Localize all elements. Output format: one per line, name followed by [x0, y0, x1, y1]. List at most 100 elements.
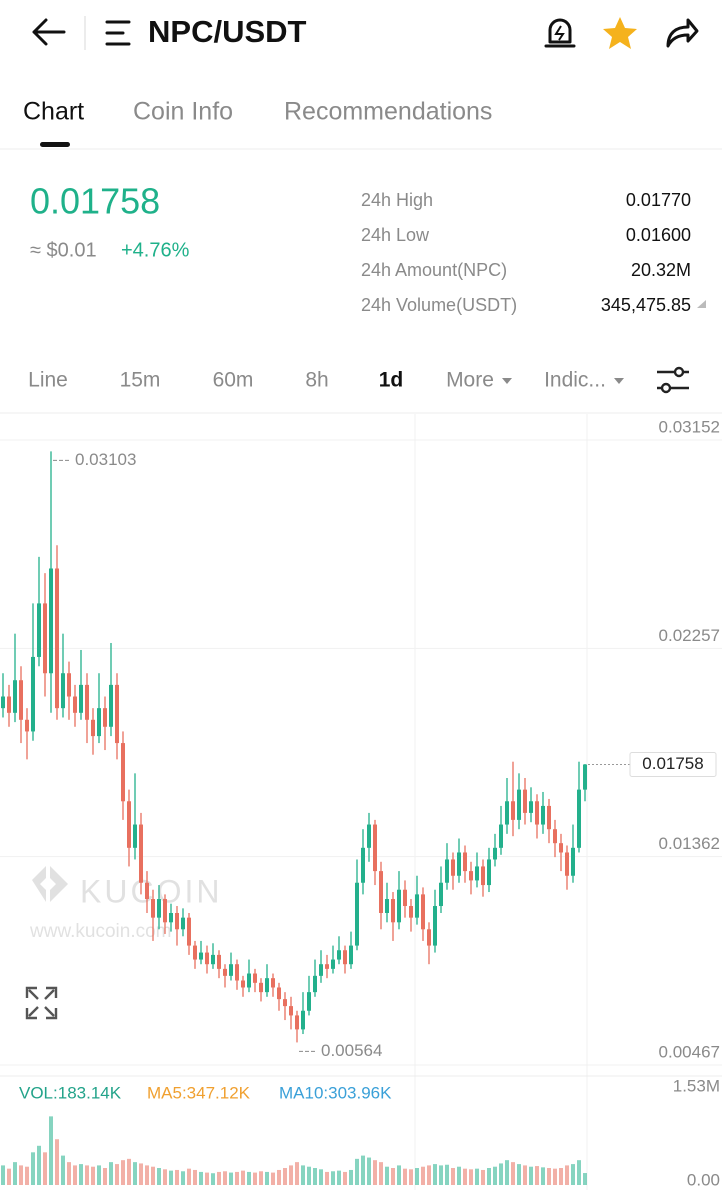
- candle-body: [325, 964, 329, 969]
- candle-body: [247, 973, 251, 988]
- volume-bar: [109, 1162, 113, 1185]
- fiat-price: ≈ $0.01: [30, 239, 97, 261]
- volume-bar: [217, 1171, 221, 1185]
- candle-body: [571, 847, 575, 876]
- volume-bar: [205, 1172, 209, 1185]
- volume-bar: [391, 1168, 395, 1185]
- alert-button[interactable]: [544, 18, 576, 48]
- candle-body: [361, 847, 365, 883]
- candle-body: [583, 764, 587, 790]
- price-change: +4.76%: [121, 239, 190, 261]
- volume-bar: [223, 1171, 227, 1185]
- candle-body: [115, 684, 119, 744]
- back-button[interactable]: [32, 18, 66, 46]
- candle-body: [505, 801, 509, 825]
- candle-body: [139, 824, 143, 883]
- candle-body: [217, 954, 221, 969]
- volume-tick-label: 1.53M: [673, 1076, 720, 1095]
- interval-option[interactable]: 8h: [305, 369, 328, 392]
- candle-body: [397, 889, 401, 923]
- volume-bar: [505, 1160, 509, 1185]
- candle-body: [463, 852, 467, 872]
- volume-bar: [307, 1166, 311, 1185]
- y-tick-label: 0.02257: [659, 626, 720, 645]
- watermark-text: KUCOIN: [80, 873, 222, 909]
- candle-body: [301, 1010, 305, 1030]
- volume-bar: [547, 1168, 551, 1185]
- volume-bar: [127, 1158, 131, 1185]
- candle-body: [559, 843, 563, 853]
- volume-bar: [85, 1165, 89, 1185]
- volume-bar: [481, 1169, 485, 1185]
- volume-bar: [67, 1162, 71, 1185]
- watermark-text: www.kucoin.com: [29, 921, 172, 942]
- volume-bar: [577, 1160, 581, 1185]
- candle-body: [469, 871, 473, 881]
- volume-bar: [31, 1152, 35, 1185]
- volume-bar: [397, 1165, 401, 1185]
- candle-body: [331, 959, 335, 969]
- volume-bar: [511, 1162, 515, 1185]
- volume-bar: [325, 1171, 329, 1185]
- tab[interactable]: Coin Info: [133, 98, 233, 126]
- dropdown-arrow: [614, 378, 624, 384]
- volume-bar: [79, 1164, 83, 1185]
- candle-body: [151, 899, 155, 918]
- candle-body: [31, 656, 35, 732]
- fullscreen-button[interactable]: [25, 986, 58, 1020]
- interval-option[interactable]: 1d: [379, 369, 404, 392]
- candle-body: [403, 889, 407, 907]
- tab[interactable]: Chart: [23, 98, 84, 126]
- interval-option[interactable]: 15m: [120, 369, 161, 392]
- favorite-star[interactable]: [603, 17, 637, 49]
- volume-bar: [7, 1168, 11, 1185]
- interval-option[interactable]: More: [446, 369, 494, 392]
- candle-body: [73, 696, 77, 713]
- volume-bar: [289, 1165, 293, 1185]
- interval-option[interactable]: 60m: [213, 369, 254, 392]
- candle-body: [391, 899, 395, 923]
- volume-bar: [529, 1166, 533, 1185]
- volume-bar: [181, 1171, 185, 1185]
- interval-option[interactable]: Indic...: [544, 369, 606, 392]
- volume-bar: [361, 1155, 365, 1185]
- candle-body: [277, 987, 281, 1000]
- tab[interactable]: Recommendations: [284, 98, 492, 126]
- candle-body: [187, 917, 191, 946]
- candle-body: [49, 568, 53, 674]
- stat-label: 24h Low: [361, 225, 430, 245]
- candle-body: [169, 912, 173, 923]
- candle-body: [523, 789, 527, 813]
- candle-body: [487, 859, 491, 886]
- volume-bar: [193, 1169, 197, 1185]
- volume-bar: [349, 1169, 353, 1185]
- volume-legend: VOL:183.14K: [19, 1083, 122, 1102]
- volume-bar: [313, 1168, 317, 1185]
- candle-body: [271, 978, 275, 988]
- volume-bar: [517, 1164, 521, 1185]
- share-button[interactable]: [666, 18, 699, 48]
- candle-body: [337, 950, 341, 960]
- menu-button[interactable]: [105, 20, 131, 46]
- candle-body: [67, 673, 71, 697]
- candle-body: [235, 964, 239, 981]
- y-tick-label: 0.03152: [659, 417, 720, 436]
- volume-bar: [565, 1165, 569, 1185]
- candle-body: [439, 882, 443, 907]
- candle-body: [61, 673, 65, 709]
- candle-body: [553, 829, 557, 844]
- volume-bar: [457, 1166, 461, 1185]
- volume-bar: [403, 1168, 407, 1185]
- candle-body: [37, 603, 41, 657]
- volume-bar: [331, 1171, 335, 1185]
- chart-settings[interactable]: [657, 366, 689, 394]
- last-price: 0.01758: [30, 181, 160, 222]
- interval-option[interactable]: Line: [28, 369, 68, 392]
- candle-body: [493, 847, 497, 860]
- candle-body: [97, 708, 101, 737]
- volume-bar: [157, 1168, 161, 1185]
- candle-body: [529, 801, 533, 813]
- volume-bar: [379, 1162, 383, 1185]
- candle-body: [517, 789, 521, 820]
